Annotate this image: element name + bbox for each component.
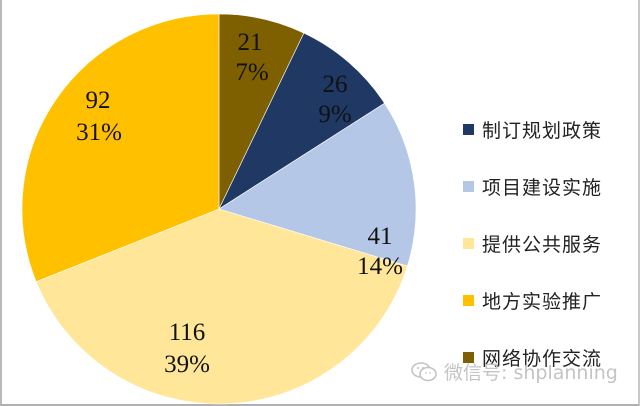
legend-swatch: [463, 124, 474, 135]
legend: 制订规划政策 项目建设实施 提供公共服务 地方实验推广 网络协作交流: [463, 101, 602, 386]
svg-text:39%: 39%: [164, 351, 210, 378]
slice-projects: [218, 102, 417, 267]
pie-slices: [21, 13, 417, 405]
slice-label-projects: 41 14%: [357, 223, 403, 280]
legend-item-network: 网络协作交流: [463, 329, 602, 386]
svg-text:92: 92: [86, 87, 111, 114]
slice-label-local-pilot: 92 31%: [76, 87, 122, 146]
svg-text:9%: 9%: [318, 101, 351, 128]
legend-item-local-pilot: 地方实验推广: [463, 272, 602, 329]
legend-swatch: [463, 181, 474, 192]
watermark-text: 微信号: shplanning: [444, 362, 618, 384]
svg-text:116: 116: [169, 319, 206, 346]
wechat-icon: [411, 361, 437, 381]
svg-text:7%: 7%: [235, 59, 268, 86]
slice-public-service: [35, 208, 408, 405]
slice-label-policy: 26 9%: [318, 71, 351, 128]
svg-text:41: 41: [368, 223, 393, 250]
svg-text:14%: 14%: [357, 253, 403, 280]
legend-label: 地方实验推广: [482, 291, 603, 313]
legend-swatch: [463, 295, 474, 306]
legend-label: 项目建设实施: [482, 177, 603, 199]
legend-label: 制订规划政策: [482, 120, 603, 142]
legend-item-policy: 制订规划政策: [463, 101, 602, 158]
slice-policy: [218, 32, 385, 210]
legend-swatch: [463, 238, 474, 249]
legend-label: 网络协作交流: [482, 348, 603, 370]
svg-text:21: 21: [238, 29, 263, 56]
slice-local-pilot: [21, 13, 220, 283]
legend-swatch: [463, 352, 474, 363]
slice-label-network: 21 7%: [235, 29, 268, 86]
watermark: 微信号: shplanning: [410, 358, 618, 385]
legend-item-projects: 项目建设实施: [463, 158, 602, 215]
legend-label: 提供公共服务: [482, 234, 603, 256]
svg-text:26: 26: [323, 71, 348, 98]
svg-text:31%: 31%: [76, 119, 122, 146]
slice-label-public-service: 116 39%: [164, 319, 210, 378]
legend-item-public-service: 提供公共服务: [463, 215, 602, 272]
